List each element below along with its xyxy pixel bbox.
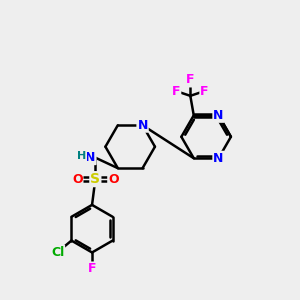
Text: O: O [72,172,83,186]
Text: N: N [137,119,148,132]
Text: F: F [200,85,209,98]
Text: Cl: Cl [51,246,64,259]
Text: F: F [186,74,195,86]
Text: S: S [90,172,100,186]
Text: N: N [213,152,224,165]
Text: F: F [88,262,96,275]
Text: O: O [108,172,119,186]
Text: N: N [213,109,224,122]
Text: F: F [172,85,180,98]
Text: N: N [85,151,96,164]
Text: H: H [77,152,86,161]
